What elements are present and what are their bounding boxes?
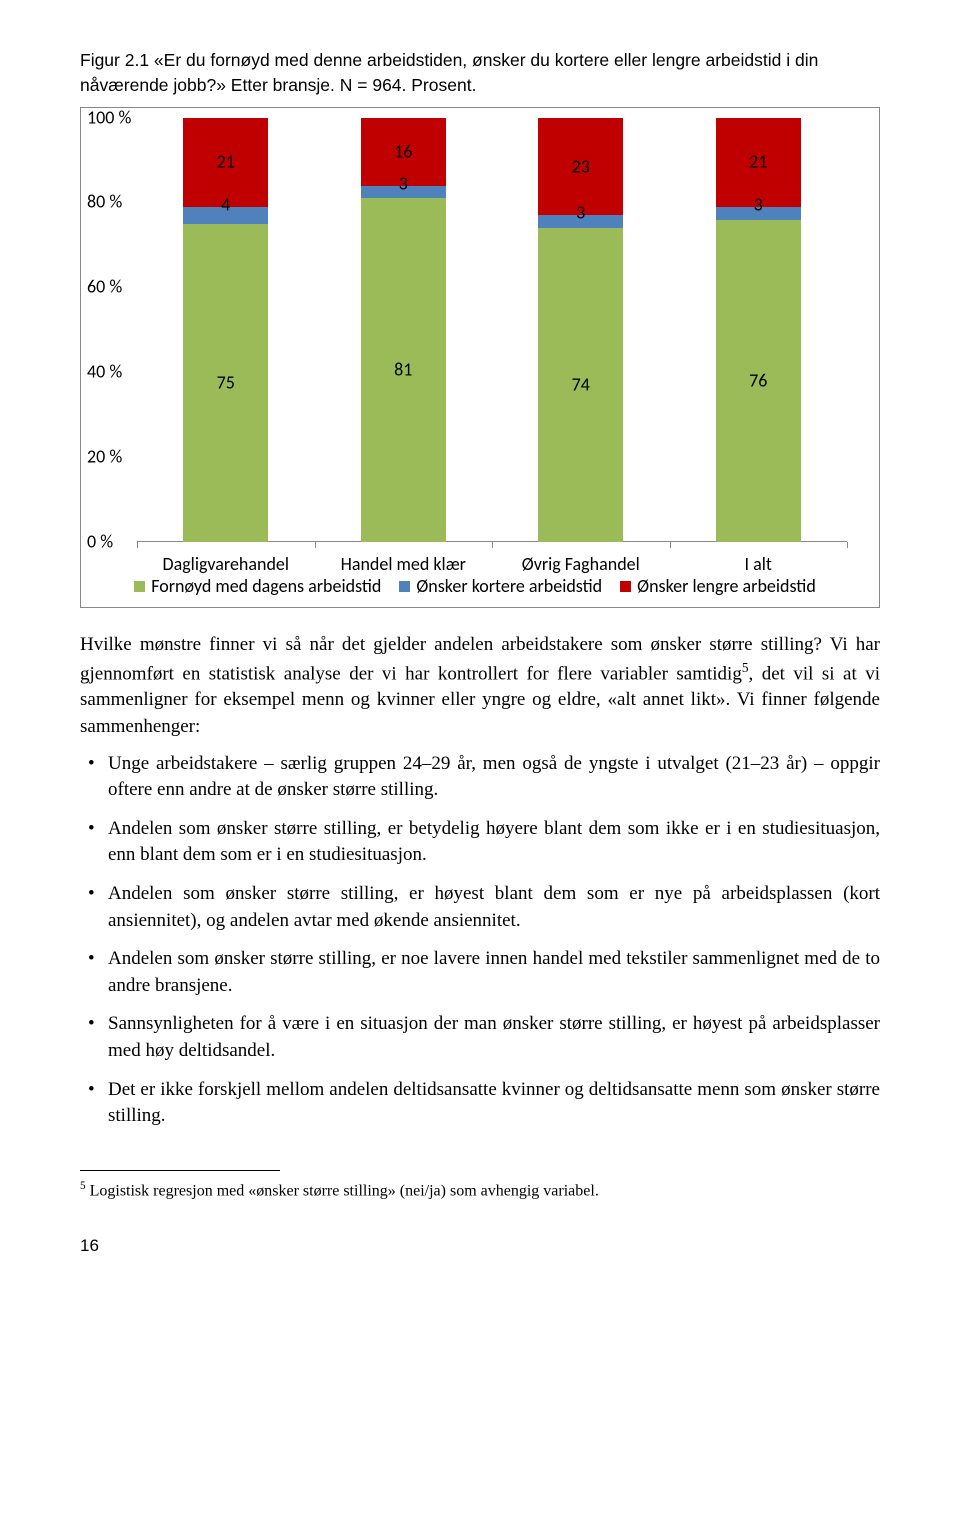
legend-swatch	[399, 581, 410, 592]
findings-item: Sannsynligheten for å være i en situasjo…	[80, 1011, 880, 1064]
x-axis-tick	[315, 542, 316, 548]
bar-segment: 81	[361, 198, 446, 541]
bar-segment: 3	[361, 186, 446, 199]
findings-item: Andelen som ønsker større stilling, er n…	[80, 946, 880, 999]
x-axis-tick	[670, 542, 671, 548]
bar-segment-value: 3	[399, 171, 408, 196]
footnote-text: Logistisk regresjon med «ønsker større s…	[86, 1182, 599, 1199]
legend-item: Ønsker lengre arbeidstid	[620, 574, 816, 599]
bar-slot: 16 3 81	[315, 118, 493, 542]
y-axis-label: 100 %	[87, 105, 131, 130]
findings-item: Det er ikke forskjell mellom andelen del…	[80, 1077, 880, 1130]
x-axis-label: Øvrig Faghandel	[492, 548, 670, 572]
legend-item: Fornøyd med dagens arbeidstid	[134, 574, 381, 599]
x-axis-tick	[492, 542, 493, 548]
stacked-bar: 21 4 75	[183, 118, 268, 542]
bar-segment-value: 3	[576, 201, 585, 226]
bar-segment: 75	[183, 224, 268, 542]
bar-segment-value: 76	[749, 368, 767, 393]
y-axis-label: 60 %	[87, 275, 122, 300]
x-axis-label: Dagligvarehandel	[137, 548, 315, 572]
x-axis-label: I alt	[670, 548, 848, 572]
footnote: 5 Logistisk regresjon med «ønsker større…	[80, 1179, 880, 1203]
stacked-bar: 16 3 81	[361, 118, 446, 542]
bar-segment-value: 3	[754, 192, 763, 217]
analysis-text: Hvilke mønstre finner vi så når det gjel…	[80, 632, 880, 741]
bar-slot: 21 3 76	[670, 118, 848, 542]
bar-segment-value: 21	[749, 150, 767, 175]
bar-segment: 4	[183, 207, 268, 224]
legend-swatch	[620, 581, 631, 592]
findings-item: Andelen som ønsker større stilling, er h…	[80, 881, 880, 934]
x-axis-tick	[137, 542, 138, 548]
page-number: 16	[80, 1234, 880, 1258]
findings-list: Unge arbeidstakere – særlig gruppen 24–2…	[80, 751, 880, 1130]
x-axis-tick	[847, 542, 848, 548]
figure-caption: Figur 2.1 «Er du fornøyd med denne arbei…	[80, 48, 880, 99]
bar-slot: 21 4 75	[137, 118, 315, 542]
findings-item: Unge arbeidstakere – særlig gruppen 24–2…	[80, 751, 880, 804]
bar-segment-value: 21	[217, 150, 235, 175]
y-axis-label: 20 %	[87, 444, 122, 469]
legend-item: Ønsker kortere arbeidstid	[399, 574, 602, 599]
legend-label: Ønsker kortere arbeidstid	[416, 574, 602, 599]
y-axis-label: 0 %	[87, 529, 113, 554]
bar-slot: 23 3 74	[492, 118, 670, 542]
bar-segment-value: 81	[394, 357, 412, 382]
bar-segment: 76	[716, 220, 801, 542]
footnote-ref: 5	[742, 660, 749, 675]
y-axis-label: 80 %	[87, 190, 122, 215]
bar-segment: 74	[538, 228, 623, 542]
footnote-rule	[80, 1170, 280, 1171]
bar-segment-value: 16	[394, 139, 412, 164]
bar-segment-value: 74	[572, 372, 590, 397]
findings-item: Andelen som ønsker større stilling, er b…	[80, 816, 880, 869]
legend-label: Ønsker lengre arbeidstid	[637, 574, 816, 599]
stacked-bar: 21 3 76	[716, 118, 801, 542]
bar-segment: 3	[538, 215, 623, 228]
bar-segment-value: 4	[221, 192, 230, 217]
bar-segment-value: 23	[572, 154, 590, 179]
chart-container: 21 4 75 16 3 81 23 3 74 21 3 76 DagligvarehandelHan…	[80, 107, 880, 608]
bar-segment: 3	[716, 207, 801, 220]
x-axis-label: Handel med klær	[315, 548, 493, 572]
chart-legend: Fornøyd med dagens arbeidstid Ønsker kort…	[93, 574, 857, 599]
y-axis-label: 40 %	[87, 360, 122, 385]
bar-segment-value: 75	[217, 370, 235, 395]
stacked-bar: 23 3 74	[538, 118, 623, 542]
legend-label: Fornøyd med dagens arbeidstid	[151, 574, 381, 599]
legend-swatch	[134, 581, 145, 592]
